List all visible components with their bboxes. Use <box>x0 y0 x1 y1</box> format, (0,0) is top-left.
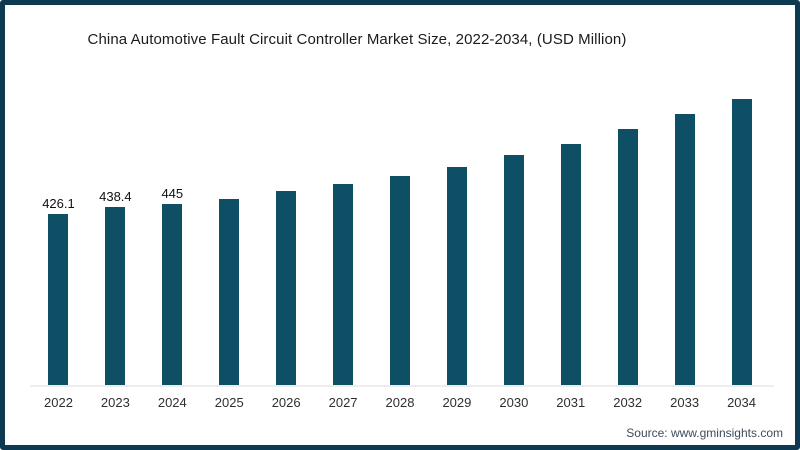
bar-value-label: 426.1 <box>42 196 75 211</box>
bar-column <box>258 95 315 385</box>
bar <box>105 207 126 385</box>
bar <box>731 99 752 385</box>
bar <box>333 184 354 385</box>
bar-column <box>713 95 770 385</box>
x-axis-label: 2032 <box>613 395 643 410</box>
bar-column <box>201 95 258 385</box>
bar <box>219 199 240 385</box>
x-axis-label: 2028 <box>385 395 415 410</box>
bar-column <box>656 95 713 385</box>
bar <box>503 155 524 385</box>
bar <box>617 129 638 385</box>
x-axis-label: 2022 <box>44 395 73 410</box>
bar <box>446 167 467 385</box>
x-axis-labels: 2022 2023 2024 2025 2026 2027 2028 2029 2030 2031… <box>30 395 770 411</box>
bar <box>276 191 297 385</box>
bar <box>674 114 695 385</box>
bar-column: 438.4 <box>87 95 144 385</box>
bar-column <box>485 95 542 385</box>
chart-title: China Automotive Fault Circuit Controlle… <box>87 31 627 48</box>
bar-column <box>542 95 599 385</box>
x-axis-label: 2031 <box>556 395 586 410</box>
bar-column <box>428 95 485 385</box>
x-axis-label: 2029 <box>442 395 472 410</box>
x-axis-label: 2034 <box>727 395 756 410</box>
x-axis-baseline <box>30 385 774 387</box>
bar-column <box>599 95 656 385</box>
x-axis-label: 2033 <box>670 395 700 410</box>
bar <box>162 204 183 385</box>
x-axis-label: 2023 <box>100 395 130 410</box>
source-attribution: Source: www.gminsights.com <box>626 426 783 440</box>
bar <box>560 144 581 385</box>
bar-column <box>372 95 429 385</box>
x-axis-label: 2025 <box>214 395 244 410</box>
x-axis-label: 2026 <box>271 395 301 410</box>
bar-value-label: 438.4 <box>99 189 132 204</box>
bar-column <box>315 95 372 385</box>
x-axis-label: 2024 <box>157 395 187 410</box>
bar-value-label: 445 <box>161 186 184 201</box>
bar-column: 426.1 <box>30 95 87 385</box>
bar-chart: 426.1 438.4 445 <box>30 95 770 385</box>
x-axis-label: 2030 <box>499 395 529 410</box>
bar <box>389 176 410 385</box>
x-axis-label: 2027 <box>328 395 358 410</box>
bar-column: 445 <box>144 95 201 385</box>
bar <box>48 214 69 385</box>
